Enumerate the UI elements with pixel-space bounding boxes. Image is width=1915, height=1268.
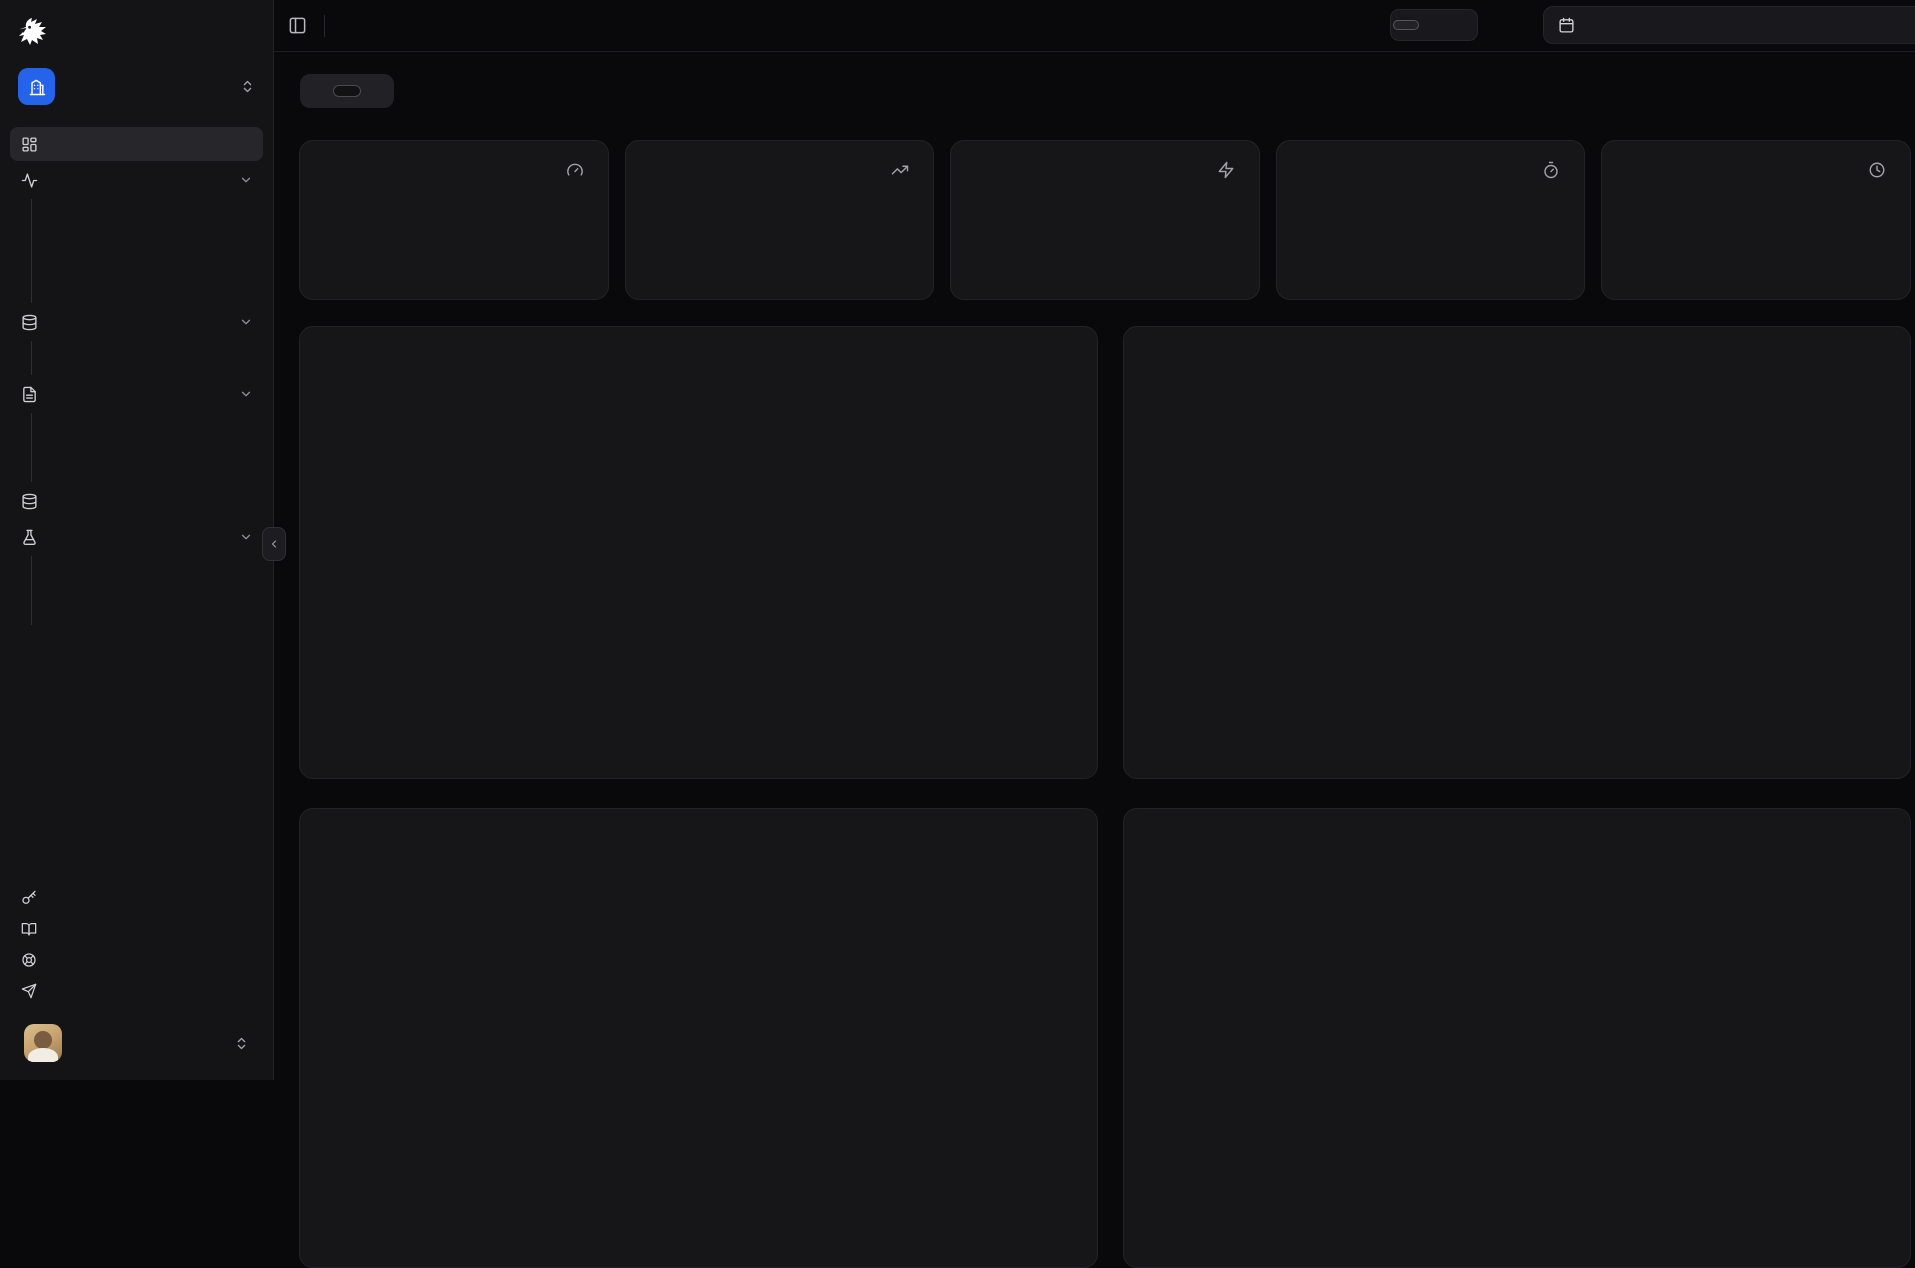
error-rate-line-chart [1152, 842, 1452, 992]
dragon-logo-icon [16, 16, 48, 48]
chevrons-up-down-icon [234, 1036, 249, 1051]
life-buoy-icon [20, 952, 38, 968]
key-icon [20, 890, 38, 906]
sidebar-item-sdk-evals[interactable] [39, 591, 263, 625]
chevron-down-icon [239, 530, 253, 544]
rpm-chart-card [299, 326, 1098, 779]
flask-icon [20, 529, 38, 546]
sidebar-item-evals[interactable] [39, 556, 263, 590]
sidebar-item-models[interactable] [39, 341, 263, 375]
sidebar-item-observe[interactable] [10, 163, 263, 197]
tpm-legend [1152, 512, 1882, 523]
sidebar-item-feedback[interactable] [10, 975, 263, 1006]
sidebar-item-logs[interactable] [39, 199, 263, 233]
error-rate-chart-card [1123, 808, 1911, 1268]
zap-icon [1217, 161, 1235, 179]
building-icon [27, 77, 47, 97]
legend-swatch-input [1486, 512, 1497, 523]
panel-left-icon [288, 16, 307, 35]
file-text-icon [20, 386, 38, 403]
sidebar-item-prompts[interactable] [39, 413, 263, 447]
database-icon [20, 314, 38, 331]
chevron-down-icon [239, 173, 253, 187]
sidebar-item-model-store[interactable] [10, 305, 263, 339]
sidebar-item-evals-store[interactable] [10, 520, 263, 554]
tpm-line-chart [1152, 360, 1452, 510]
latency-line-chart [328, 842, 628, 992]
legend-input-tpm [1486, 512, 1504, 523]
org-avatar [18, 68, 55, 105]
sidebar-item-support[interactable] [10, 944, 263, 975]
sidebar-item-datasets[interactable] [10, 484, 263, 518]
view-tabs [300, 74, 394, 108]
stat-cards-row [299, 140, 1911, 300]
tab-evals[interactable] [363, 85, 391, 97]
tab-model-stats[interactable] [333, 85, 361, 97]
user-menu[interactable] [16, 1020, 257, 1066]
top-bar [274, 0, 1915, 52]
stat-card-peak-rpm [625, 140, 935, 300]
panel-toggle-button[interactable] [288, 16, 307, 35]
sidebar [0, 0, 274, 1080]
sidebar-item-api-keys[interactable] [10, 882, 263, 913]
range-toggle [1390, 9, 1478, 41]
sidebar-footer [0, 882, 273, 1066]
dashboard-grid-icon [20, 136, 38, 153]
sidebar-collapse-handle[interactable] [262, 527, 286, 561]
timer-icon [1542, 161, 1560, 179]
sidebar-item-data-export[interactable] [39, 269, 263, 303]
tab-overview[interactable] [303, 85, 331, 97]
header-divider [324, 15, 325, 37]
stat-card-avg-tpm [950, 140, 1260, 300]
database-icon [20, 493, 38, 510]
sidebar-item-documentation[interactable] [10, 913, 263, 944]
calendar-icon [1558, 17, 1575, 34]
date-range-picker[interactable] [1543, 6, 1915, 44]
tpm-chart-card [1123, 326, 1911, 779]
sidebar-item-dashboard[interactable] [10, 127, 263, 161]
chevron-down-icon [239, 387, 253, 401]
trending-up-icon [891, 161, 909, 179]
sidebar-item-prompt-store[interactable] [10, 377, 263, 411]
range-option-weekly[interactable] [1449, 20, 1475, 30]
chevrons-up-down-icon [240, 79, 255, 94]
clock-icon [1868, 161, 1886, 179]
app-root: { "brand": { "name": "Fallom Labs", "log… [0, 0, 1915, 1080]
chevron-down-icon [239, 315, 253, 329]
rpm-line-chart [328, 360, 628, 510]
activity-icon [20, 172, 38, 189]
stat-card-avg-latency [1276, 140, 1586, 300]
org-switcher[interactable] [10, 62, 263, 111]
latency-chart-card [299, 808, 1098, 1268]
send-icon [20, 983, 38, 999]
chevron-left-icon [268, 538, 280, 550]
book-open-icon [20, 921, 38, 937]
legend-output-tpm [1530, 512, 1548, 523]
user-avatar [24, 1024, 62, 1062]
sidebar-nav [0, 127, 273, 627]
gauge-icon [566, 161, 584, 179]
sidebar-item-users[interactable] [39, 234, 263, 268]
sidebar-item-ab-tests[interactable] [39, 448, 263, 482]
stat-card-avg-ttft [1601, 140, 1911, 300]
range-option-hourly[interactable] [1393, 20, 1419, 30]
brand [0, 10, 273, 58]
range-option-daily[interactable] [1421, 20, 1447, 30]
stat-card-avg-rpm [299, 140, 609, 300]
legend-swatch-output [1530, 512, 1541, 523]
